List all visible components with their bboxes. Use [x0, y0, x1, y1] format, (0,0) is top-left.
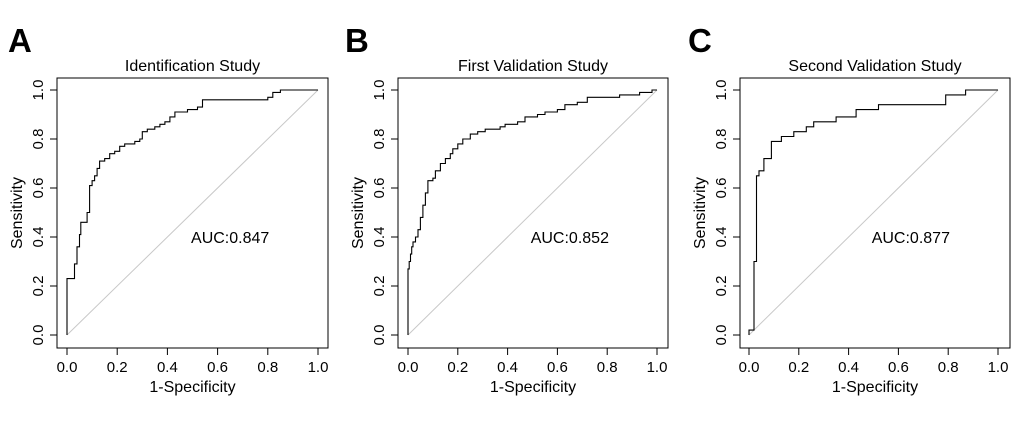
y-tick-label: 0.2 — [371, 276, 388, 297]
roc-curve — [407, 89, 657, 335]
x-tick-label: 0.4 — [157, 359, 178, 376]
x-tick-label: 0.2 — [788, 359, 809, 376]
x-tick-label: 0.8 — [597, 359, 618, 376]
y-tick-label: 1.0 — [713, 80, 730, 101]
y-tick-label: 0.8 — [30, 129, 47, 150]
reference-diagonal — [407, 89, 658, 336]
y-axis-label: Sensitivity — [9, 177, 26, 249]
y-axis-label: Sensitivity — [692, 177, 709, 249]
x-tick-label: 0.4 — [497, 359, 518, 376]
reference-diagonal — [748, 89, 999, 336]
x-tick-label: 0.6 — [547, 359, 568, 376]
roc-panel-b: B First Validation Study 0.0 0.2 0.4 0.6 0.8 1.… — [345, 22, 669, 396]
x-tick-label: 0.8 — [257, 359, 278, 376]
y-tick-label: 0.2 — [713, 276, 730, 297]
chart-title: Identification Study — [125, 58, 260, 75]
y-tick-label: 0.4 — [713, 227, 730, 248]
y-tick-label: 0.0 — [371, 325, 388, 346]
y-tick-label: 0.8 — [371, 129, 388, 150]
x-axis-label: 1-Specificity — [832, 379, 918, 396]
y-axis-label: Sensitivity — [350, 177, 367, 249]
panel-letter: C — [688, 22, 712, 59]
y-tick-label: 0.4 — [371, 227, 388, 248]
x-tick-label: 1.0 — [647, 359, 668, 376]
x-tick-label: 1.0 — [988, 359, 1009, 376]
roc-curve — [748, 89, 998, 335]
roc-curve — [66, 89, 318, 335]
x-axis-label: 1-Specificity — [490, 379, 576, 396]
y-tick-label: 1.0 — [371, 80, 388, 101]
auc-annotation: AUC:0.847 — [191, 230, 269, 247]
x-tick-label: 1.0 — [308, 359, 329, 376]
roc-panel-c: C Second Validation Study 0.0 0.2 0.4 0.6 0.8 1… — [688, 22, 1011, 396]
x-tick-label: 0.8 — [938, 359, 959, 376]
y-tick-label: 0.6 — [713, 178, 730, 199]
roc-panel-a: A Identification Study 0.0 0.2 0.4 0.6 0.8 1.0 0… — [8, 22, 329, 396]
x-tick-label: 0.6 — [207, 359, 228, 376]
y-tick-label: 0.4 — [30, 227, 47, 248]
x-tick-label: 0.2 — [107, 359, 128, 376]
reference-diagonal — [66, 89, 319, 336]
auc-annotation: AUC:0.877 — [872, 230, 950, 247]
x-tick-label: 0.2 — [447, 359, 468, 376]
y-tick-label: 0.0 — [30, 325, 47, 346]
panel-letter: A — [8, 22, 32, 59]
y-tick-label: 0.0 — [713, 325, 730, 346]
x-tick-label: 0.0 — [57, 359, 78, 376]
x-tick-label: 0.0 — [739, 359, 760, 376]
y-tick-label: 0.6 — [371, 178, 388, 199]
panel-letter: B — [345, 22, 369, 59]
chart-title: Second Validation Study — [788, 58, 961, 75]
x-tick-label: 0.0 — [398, 359, 419, 376]
y-tick-label: 0.8 — [713, 129, 730, 150]
y-tick-label: 1.0 — [30, 80, 47, 101]
y-tick-label: 0.6 — [30, 178, 47, 199]
x-tick-label: 0.4 — [838, 359, 859, 376]
x-axis-label: 1-Specificity — [149, 379, 235, 396]
y-tick-label: 0.2 — [30, 276, 47, 297]
auc-annotation: AUC:0.852 — [531, 230, 609, 247]
x-tick-label: 0.6 — [888, 359, 909, 376]
chart-title: First Validation Study — [458, 58, 608, 75]
